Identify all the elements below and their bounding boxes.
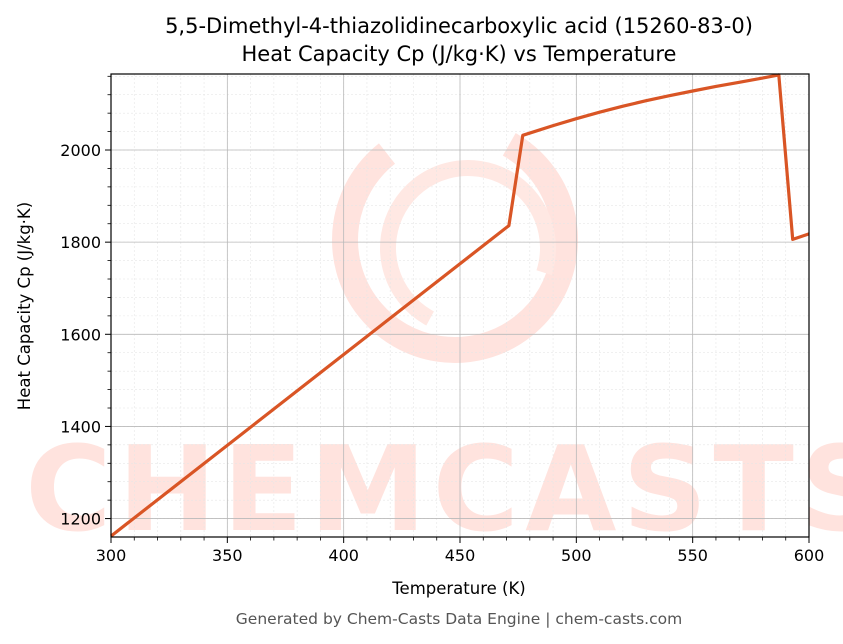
footer-credit: Generated by Chem-Casts Data Engine | ch…	[236, 610, 682, 628]
y-axis-label: Heat Capacity Cp (J/kg·K)	[15, 202, 34, 410]
y-tick-label: 1800	[60, 233, 101, 252]
x-tick-label: 400	[328, 546, 359, 565]
x-tick-label: 550	[677, 546, 708, 565]
watermark: CHEMCASTS	[25, 117, 843, 558]
y-tick-label: 1600	[60, 325, 101, 344]
chart-subtitle: Heat Capacity Cp (J/kg·K) vs Temperature	[242, 42, 677, 66]
y-tick-label: 1200	[60, 510, 101, 529]
watermark-swirl-icon	[332, 117, 578, 363]
x-tick-label: 300	[96, 546, 127, 565]
x-tick-label: 600	[794, 546, 825, 565]
series-layer	[110, 73, 810, 538]
y-tick-label: 2000	[60, 141, 101, 160]
x-axis-ticks: 300 350 400 450 500 550 600	[96, 537, 825, 565]
x-tick-label: 350	[212, 546, 243, 565]
y-axis-ticks: 1200 1400 1600 1800 2000	[60, 75, 111, 529]
y-tick-label: 1400	[60, 417, 101, 436]
x-tick-label: 500	[561, 546, 592, 565]
x-axis-label: Temperature (K)	[391, 579, 525, 598]
watermark-text: CHEMCASTS	[25, 420, 843, 558]
chart-title: 5,5-Dimethyl-4-thiazolidinecarboxylic ac…	[165, 14, 753, 38]
series-line-0	[110, 73, 810, 538]
x-tick-label: 450	[445, 546, 476, 565]
